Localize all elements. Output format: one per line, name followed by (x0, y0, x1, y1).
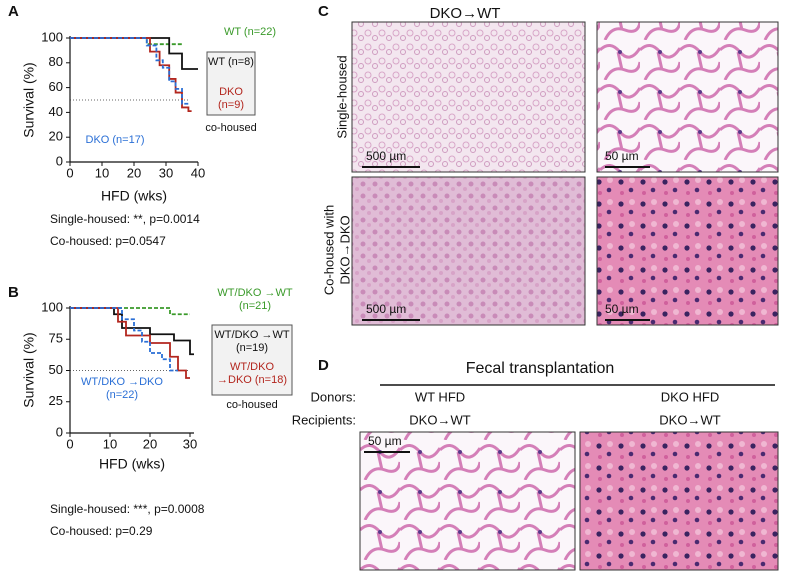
legend-label: DKO (n=9) (218, 86, 244, 111)
panel-label: C (318, 3, 329, 20)
x-tick-label: 20 (143, 436, 157, 451)
x-axis-label: HFD (wks) (99, 456, 165, 472)
y-axis-label: Survival (%) (21, 62, 37, 137)
y-tick-label: 100 (41, 29, 63, 44)
y-axis-label: Survival (%) (21, 332, 37, 407)
y-tick-label: 0 (56, 424, 63, 439)
legend-label-box: WT (n=8) (208, 56, 254, 68)
legend-note: co-housed (205, 122, 256, 134)
row-label: Single-housed (334, 55, 349, 138)
donor-label: WT HFD (415, 389, 465, 404)
legend-label: WT/DKO →WT (n=19) (214, 329, 290, 354)
y-tick-label: 20 (49, 129, 63, 144)
legend-label-box: DKO (n=9) (218, 86, 244, 111)
survival-curve (70, 307, 190, 316)
x-tick-label: 0 (66, 436, 73, 451)
row-label: Recipients: (292, 412, 356, 427)
survival-curve (70, 307, 190, 379)
legend-label-box: WT (n=22) (223, 26, 277, 38)
histology-image (596, 176, 779, 326)
x-axis-label: HFD (wks) (101, 188, 167, 204)
legend-label: WT/DKO →WT (n=21) (217, 287, 293, 312)
histology-image (351, 21, 586, 173)
legend-label: WT/DKO →DKO (n=22) (81, 376, 163, 401)
histology-image (359, 431, 576, 571)
x-tick-label: 10 (95, 165, 109, 180)
survival-curve (70, 37, 189, 105)
survival-curve (70, 307, 194, 356)
stat-annotation: Single-housed: ***, p=0.0008 (50, 502, 205, 516)
panel-label: A (8, 3, 19, 20)
histology-image (579, 431, 779, 571)
scale-bar-label: 50 µm (605, 302, 639, 316)
y-tick-label: 40 (49, 104, 63, 119)
legend-label: WT (n=22) (223, 26, 277, 38)
donor-label: DKO HFD (661, 389, 720, 404)
legend-note: co-housed (226, 399, 277, 411)
legend-box (211, 324, 293, 396)
legend-label-box: WT/DKO →WT (n=19) (214, 329, 290, 354)
recipient-label: DKO→WT (409, 412, 470, 427)
row-label: Donors: (310, 389, 356, 404)
y-tick-label: 100 (41, 299, 63, 314)
scale-bar-label: 50 µm (368, 434, 402, 448)
panel-title: Fecal transplantation (466, 360, 615, 377)
y-tick-label: 25 (49, 393, 63, 408)
legend-label: WT/DKO →DKO (n=18) (217, 361, 287, 386)
recipient-label: DKO→WT (659, 412, 720, 427)
histology-image (351, 176, 586, 326)
panel-label: D (318, 357, 329, 374)
row-label: Co-housed with (321, 205, 336, 295)
stat-annotation: Single-housed: **, p=0.0014 (50, 212, 200, 226)
legend-label-box: WT/DKO →DKO (n=22) (81, 376, 163, 401)
survival-curve (70, 37, 192, 113)
survival-curve (70, 307, 178, 372)
legend-label-box: DKO (n=17) (85, 134, 145, 146)
x-tick-label: 0 (66, 165, 73, 180)
panel-title: DKO→WT (430, 5, 501, 22)
panel-label: B (8, 284, 19, 301)
scale-bar-label: 50 µm (605, 149, 639, 163)
legend-box (206, 51, 256, 116)
y-tick-label: 50 (49, 362, 63, 377)
legend-label-box: WT/DKO →DKO (n=18) (217, 361, 287, 386)
legend-label: WT (n=8) (208, 56, 254, 68)
row-label: DKO→DKO (337, 215, 352, 284)
survival-curve (70, 37, 198, 70)
y-tick-label: 75 (49, 331, 63, 346)
legend-label: DKO (n=17) (85, 134, 145, 146)
y-tick-label: 60 (49, 79, 63, 94)
x-tick-label: 20 (127, 165, 141, 180)
x-tick-label: 30 (183, 436, 197, 451)
histology-image (596, 21, 779, 173)
stat-annotation: Co-housed: p=0.0547 (50, 234, 166, 248)
stat-annotation: Co-housed: p=0.29 (50, 524, 153, 538)
survival-curve (70, 37, 182, 46)
x-tick-label: 10 (103, 436, 117, 451)
y-tick-label: 0 (56, 153, 63, 168)
scale-bar-label: 500 µm (366, 149, 406, 163)
legend-label-box: WT/DKO →WT (n=21) (217, 287, 293, 312)
x-tick-label: 40 (191, 165, 205, 180)
x-tick-label: 30 (159, 165, 173, 180)
scale-bar-label: 500 µm (366, 302, 406, 316)
y-tick-label: 80 (49, 54, 63, 69)
